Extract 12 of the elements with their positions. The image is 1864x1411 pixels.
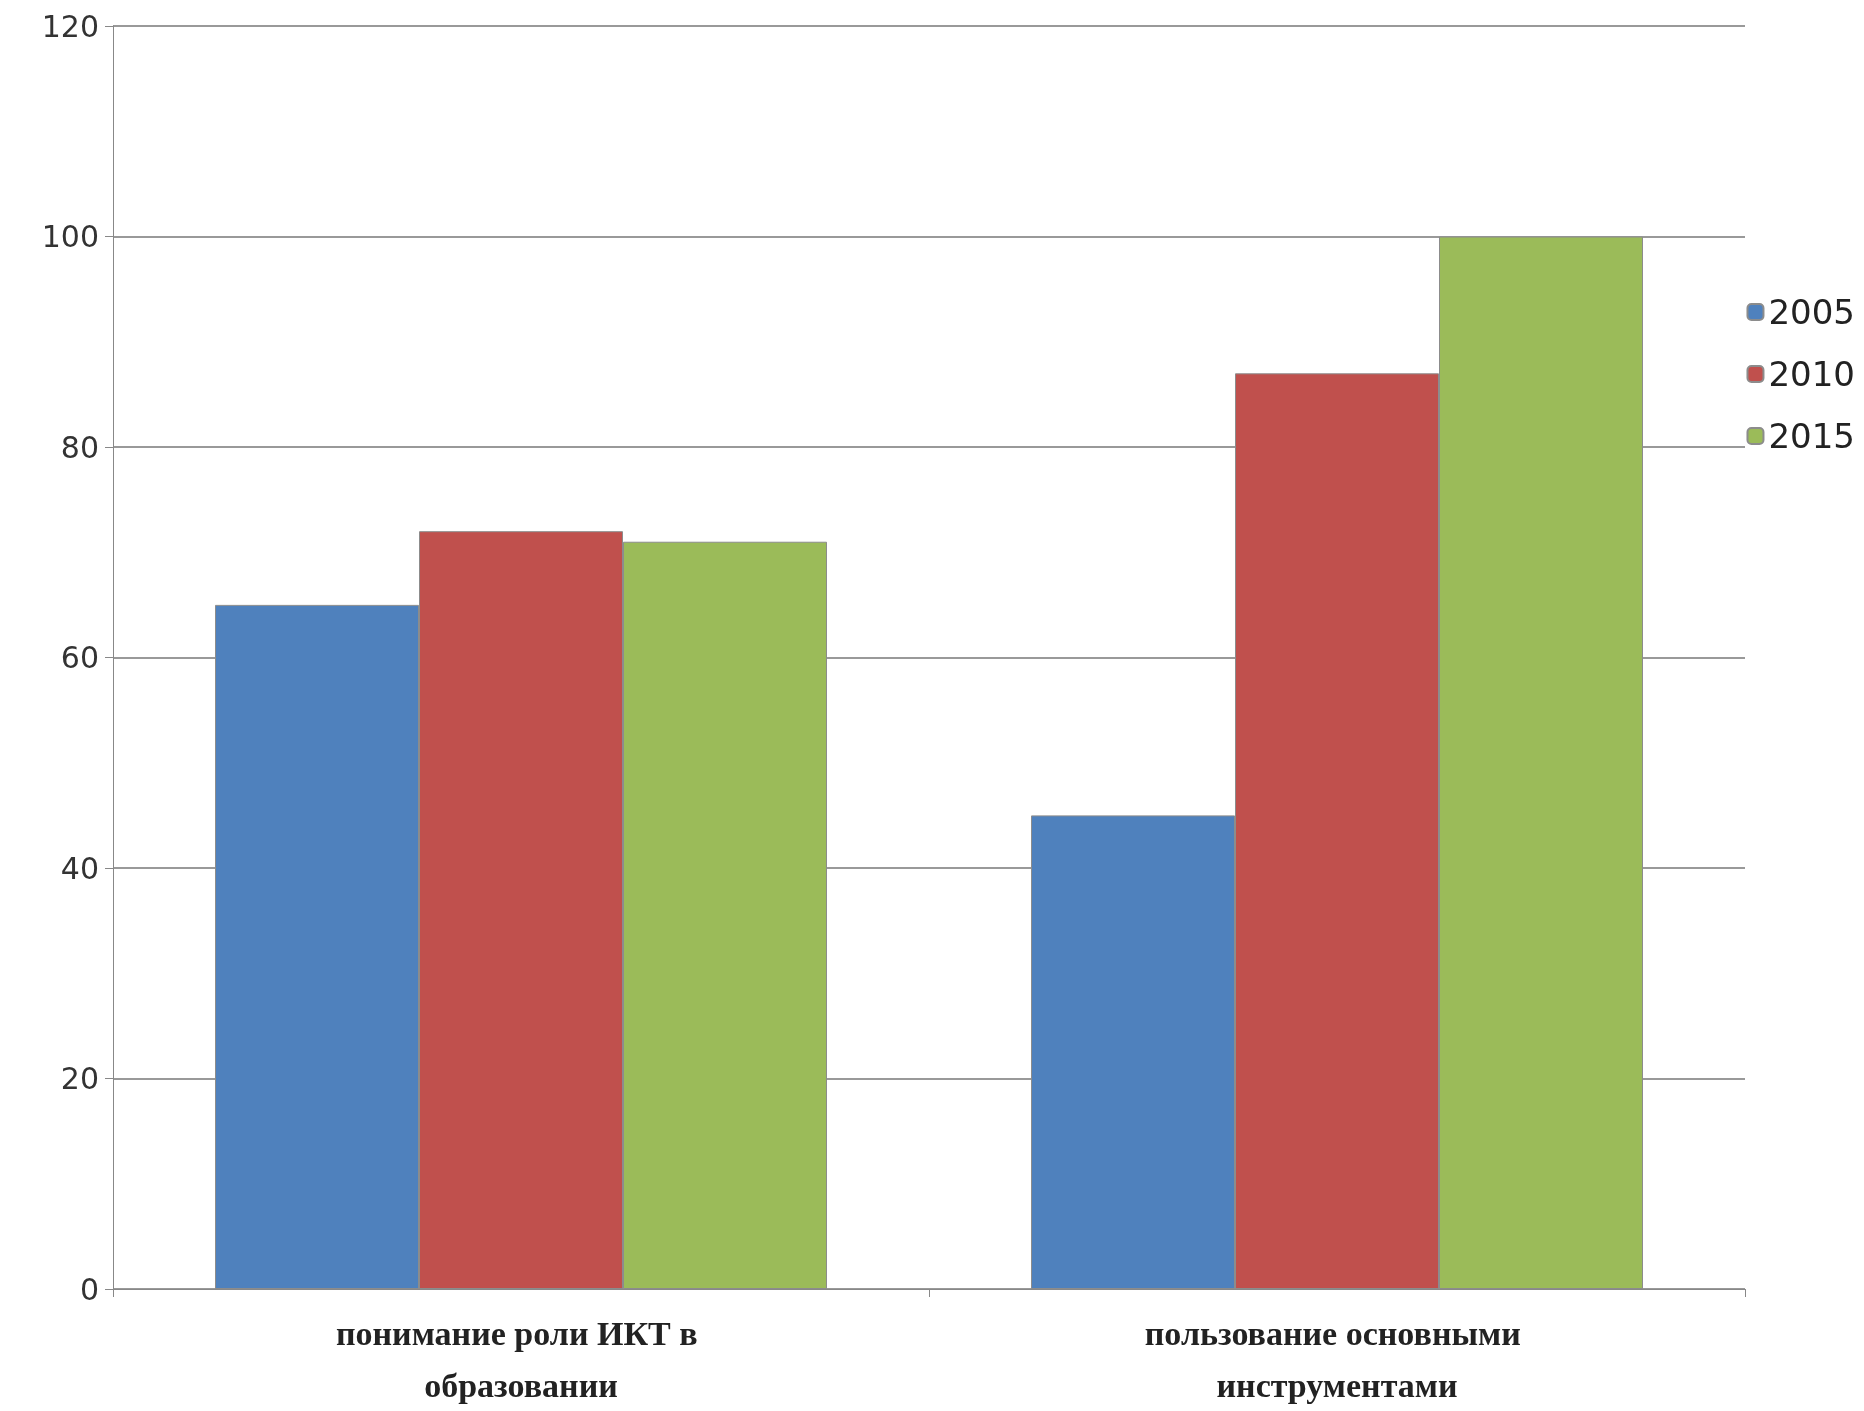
y-tick-label: 100 bbox=[41, 219, 99, 254]
y-tick-label: 0 bbox=[79, 1271, 99, 1307]
y-tick-label: 80 bbox=[60, 429, 99, 465]
y-tick-label: 20 bbox=[60, 1061, 99, 1096]
y-tick-label: 40 bbox=[60, 850, 99, 886]
x-tick-label: понимание роли ИКТ в образовании bbox=[335, 1314, 707, 1404]
legend-label: 2005 bbox=[1768, 292, 1855, 332]
x-tick-label: пользование основными инструментами bbox=[1144, 1314, 1530, 1404]
legend-label: 2010 bbox=[1768, 354, 1855, 394]
y-tick-label: 60 bbox=[60, 640, 99, 675]
y-tick-label: 120 bbox=[41, 8, 99, 44]
legend-label: 2015 bbox=[1768, 416, 1855, 456]
